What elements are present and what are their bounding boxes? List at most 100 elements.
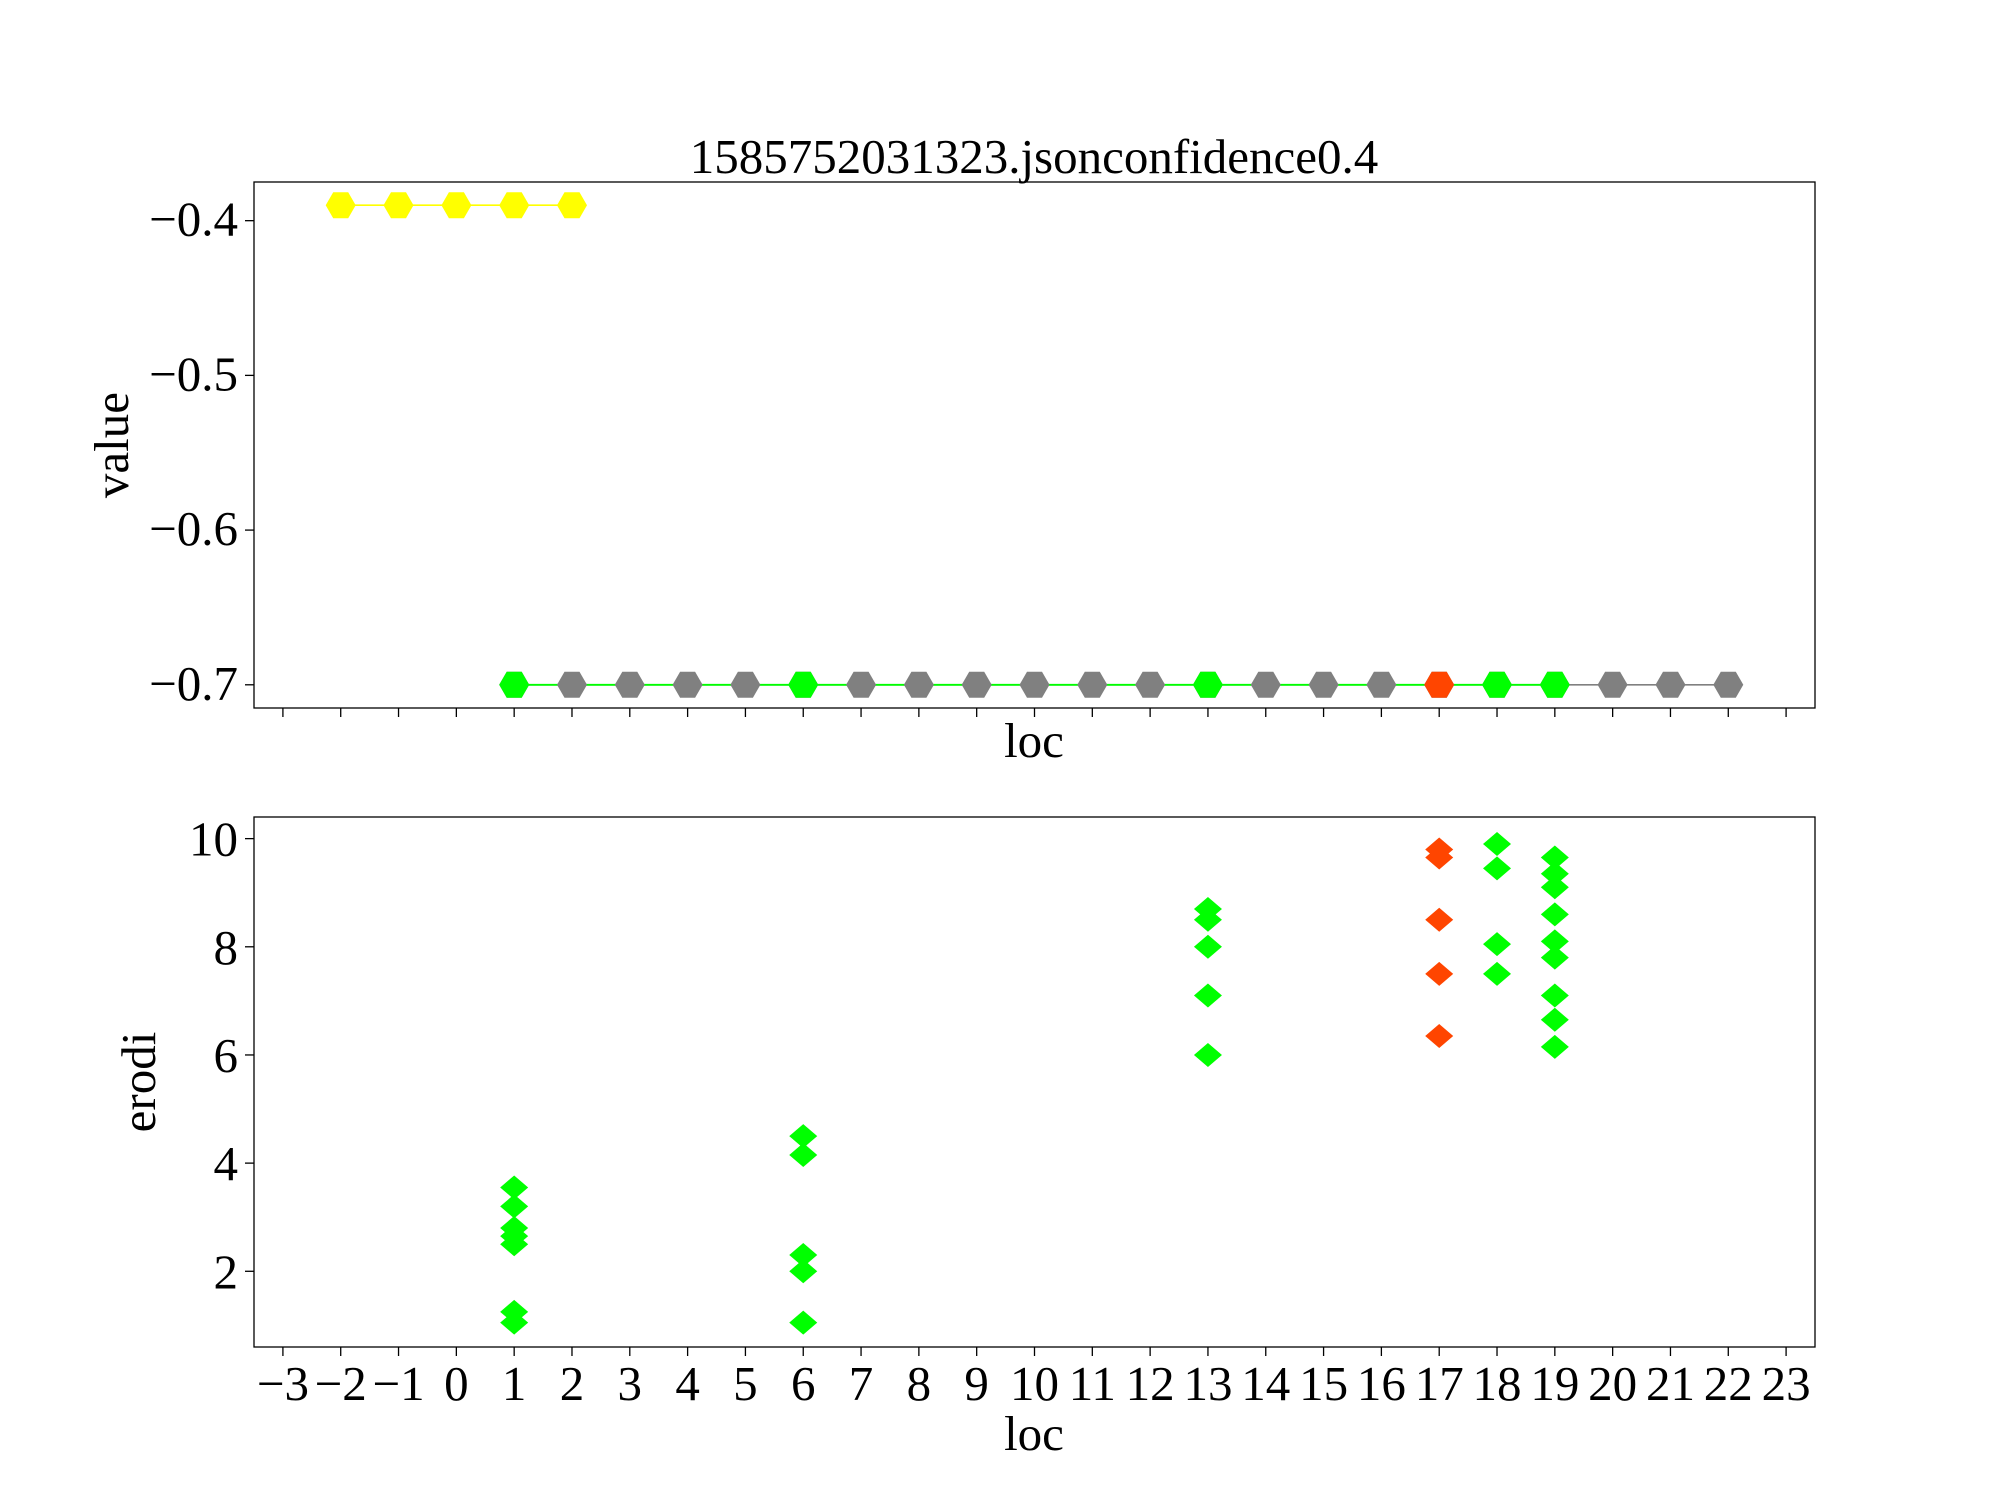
bottom-x-tick-label: 1 xyxy=(502,1356,527,1411)
top-point-series-1 xyxy=(1077,671,1108,698)
bottom-y-tick-label: 6 xyxy=(214,1028,239,1083)
top-highlight-point xyxy=(1424,671,1455,698)
top-y-axis-label: value xyxy=(84,392,139,498)
top-point-series-1 xyxy=(1713,671,1744,698)
bottom-x-tick-label: 19 xyxy=(1530,1356,1579,1411)
bottom-point-series-0 xyxy=(1540,875,1569,900)
bottom-point-series-0 xyxy=(500,1175,529,1200)
bottom-point-series-0 xyxy=(1193,1042,1222,1067)
bottom-point-series-1 xyxy=(1425,1024,1454,1049)
top-point-series-0 xyxy=(499,192,530,219)
top-point-series-0 xyxy=(441,192,472,219)
top-point-series-1 xyxy=(1308,671,1339,698)
bottom-x-tick-label: 14 xyxy=(1241,1356,1290,1411)
top-point-series-1 xyxy=(1019,671,1050,698)
bottom-point-series-0 xyxy=(789,1310,818,1335)
top-point-series-1 xyxy=(1250,671,1281,698)
top-point-series-1 xyxy=(672,671,703,698)
bottom-point-series-0 xyxy=(1540,983,1569,1008)
bottom-point-series-0 xyxy=(1483,961,1512,986)
top-y-tick-label: −0.7 xyxy=(149,656,238,711)
top-point-series-1 xyxy=(730,671,761,698)
bottom-point-series-1 xyxy=(1425,907,1454,932)
bottom-x-tick-label: 12 xyxy=(1126,1356,1175,1411)
bottom-point-series-0 xyxy=(500,1232,529,1257)
bottom-x-tick-label: −2 xyxy=(315,1356,367,1411)
bottom-point-series-0 xyxy=(789,1143,818,1168)
bottom-point-series-0 xyxy=(1540,945,1569,970)
bottom-point-series-0 xyxy=(500,1310,529,1335)
bottom-x-tick-label: 9 xyxy=(964,1356,989,1411)
top-point-series-0 xyxy=(383,192,414,219)
bottom-x-tick-label: 22 xyxy=(1704,1356,1753,1411)
bottom-y-tick-label: 8 xyxy=(214,920,239,975)
bottom-point-series-0 xyxy=(1483,932,1512,957)
bottom-point-series-0 xyxy=(1193,983,1222,1008)
bottom-point-series-0 xyxy=(1193,907,1222,932)
bottom-x-tick-label: 3 xyxy=(618,1356,643,1411)
bottom-x-tick-label: 10 xyxy=(1010,1356,1059,1411)
bottom-x-tick-label: 8 xyxy=(907,1356,932,1411)
top-point-series-1 xyxy=(903,671,934,698)
bottom-x-tick-label: 11 xyxy=(1069,1356,1116,1411)
bottom-y-axis-label: erodi xyxy=(111,1032,166,1133)
bottom-x-tick-label: 23 xyxy=(1762,1356,1811,1411)
top-point-series-1 xyxy=(557,671,587,698)
bottom-x-tick-label: 15 xyxy=(1299,1356,1348,1411)
top-point-series-1 xyxy=(1135,671,1166,698)
top-point-series-1 xyxy=(1366,671,1397,698)
bottom-x-tick-label: −3 xyxy=(257,1356,309,1411)
top-point-series-1 xyxy=(1597,671,1628,698)
bottom-x-tick-label: 17 xyxy=(1415,1356,1464,1411)
top-panel: 1585752031323.jsonconfidence0.4 loc valu… xyxy=(84,129,1816,768)
bottom-point-series-0 xyxy=(1540,845,1569,870)
top-point-series-1 xyxy=(1655,671,1686,698)
top-plot-frame xyxy=(253,181,1816,709)
bottom-point-series-0 xyxy=(500,1194,529,1219)
bottom-x-tick-label: −1 xyxy=(372,1356,424,1411)
bottom-x-tick-label: 20 xyxy=(1588,1356,1637,1411)
bottom-x-tick-label: 2 xyxy=(560,1356,585,1411)
bottom-point-series-0 xyxy=(1540,1034,1569,1059)
bottom-point-series-0 xyxy=(1540,902,1569,927)
top-highlight-point xyxy=(788,671,819,698)
top-marks: −0.4 −0.5 −0.6 −0.7 xyxy=(149,192,1787,717)
bottom-point-series-0 xyxy=(1540,861,1569,886)
top-y-tick-label: −0.5 xyxy=(149,346,238,401)
bottom-point-series-1 xyxy=(1425,845,1454,870)
bottom-x-axis-label: loc xyxy=(1004,1406,1064,1461)
bottom-point-series-0 xyxy=(789,1124,818,1149)
top-point-series-0 xyxy=(325,192,356,219)
bottom-x-tick-label: 18 xyxy=(1473,1356,1522,1411)
top-y-tick-label: −0.6 xyxy=(149,501,238,556)
top-highlight-point xyxy=(1192,671,1223,698)
bottom-point-series-0 xyxy=(1540,929,1569,954)
bottom-x-tick-label: 7 xyxy=(849,1356,874,1411)
top-x-axis-label: loc xyxy=(1004,713,1064,768)
bottom-x-tick-label: 5 xyxy=(733,1356,758,1411)
bottom-point-series-0 xyxy=(789,1243,818,1268)
bottom-x-tick-label: 13 xyxy=(1183,1356,1232,1411)
bottom-x-tick-label: 16 xyxy=(1357,1356,1406,1411)
bottom-point-series-0 xyxy=(1483,856,1512,881)
bottom-x-tick-label: 21 xyxy=(1646,1356,1695,1411)
top-highlight-point xyxy=(1539,671,1570,698)
bottom-x-tick-label: 6 xyxy=(791,1356,816,1411)
bottom-plot-frame xyxy=(253,816,1816,1348)
bottom-y-tick-label: 10 xyxy=(189,812,238,867)
bottom-y-tick-label: 2 xyxy=(214,1244,239,1299)
bottom-point-series-0 xyxy=(1483,832,1512,857)
top-point-series-1 xyxy=(846,671,877,698)
bottom-point-series-1 xyxy=(1425,961,1454,986)
bottom-y-tick-label: 4 xyxy=(214,1136,239,1191)
top-y-tick-label: −0.4 xyxy=(149,192,238,247)
bottom-point-series-0 xyxy=(1193,934,1222,959)
top-title: 1585752031323.jsonconfidence0.4 xyxy=(690,129,1379,184)
bottom-point-series-0 xyxy=(789,1259,818,1284)
bottom-x-tick-label: 4 xyxy=(675,1356,700,1411)
bottom-point-series-0 xyxy=(1540,1007,1569,1032)
top-point-series-1 xyxy=(961,671,992,698)
top-point-series-1 xyxy=(614,671,645,698)
